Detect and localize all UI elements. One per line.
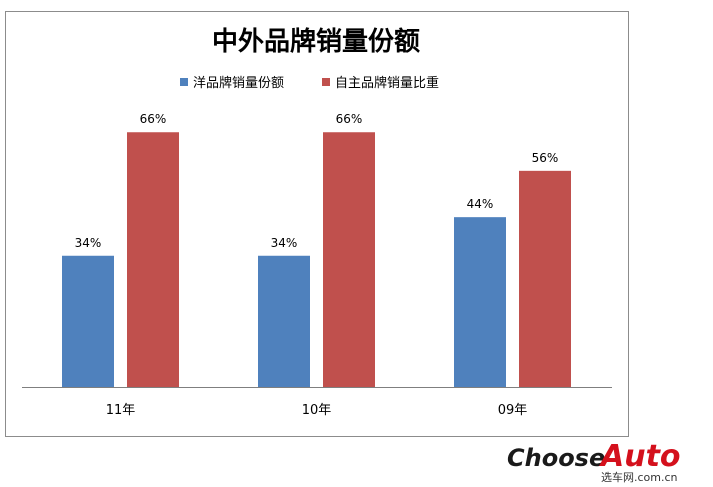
legend-swatch-2 bbox=[322, 78, 330, 86]
data-label-1-1: 34% bbox=[75, 236, 102, 250]
bar-2-3 bbox=[519, 170, 571, 387]
bar-2-1 bbox=[127, 132, 179, 387]
bar-1-1 bbox=[62, 255, 114, 387]
data-label-2-1: 66% bbox=[140, 112, 167, 126]
legend: 洋品牌销量份额 自主品牌销量比重 bbox=[180, 75, 439, 91]
bars-group: 34% 66% 34% 66% 44% 56% bbox=[62, 112, 571, 387]
legend-label-2: 自主品牌销量比重 bbox=[335, 75, 439, 91]
data-label-2-3: 56% bbox=[532, 151, 559, 165]
x-axis-ticks: 11年 10年 09年 bbox=[106, 403, 528, 418]
logo-auto-text: Auto bbox=[599, 439, 681, 474]
x-tick-label-1: 11年 bbox=[106, 403, 136, 418]
x-tick-label-3: 09年 bbox=[498, 403, 528, 418]
data-label-2-2: 66% bbox=[336, 112, 363, 126]
chooseauto-logo: Choose Auto 选车网.com.cn bbox=[507, 439, 681, 484]
legend-label-1: 洋品牌销量份额 bbox=[193, 75, 284, 91]
data-label-1-2: 34% bbox=[271, 236, 298, 250]
legend-swatch-1 bbox=[180, 78, 188, 86]
data-label-1-3: 44% bbox=[467, 197, 494, 211]
logo-choose-text: Choose bbox=[507, 444, 605, 472]
chart-title: 中外品牌销量份额 bbox=[212, 26, 420, 57]
x-tick-label-2: 10年 bbox=[302, 403, 332, 418]
bar-2-2 bbox=[323, 132, 375, 387]
bar-1-3 bbox=[454, 217, 506, 387]
bar-1-2 bbox=[258, 255, 310, 387]
logo-subtitle: 选车网.com.cn bbox=[601, 470, 678, 484]
